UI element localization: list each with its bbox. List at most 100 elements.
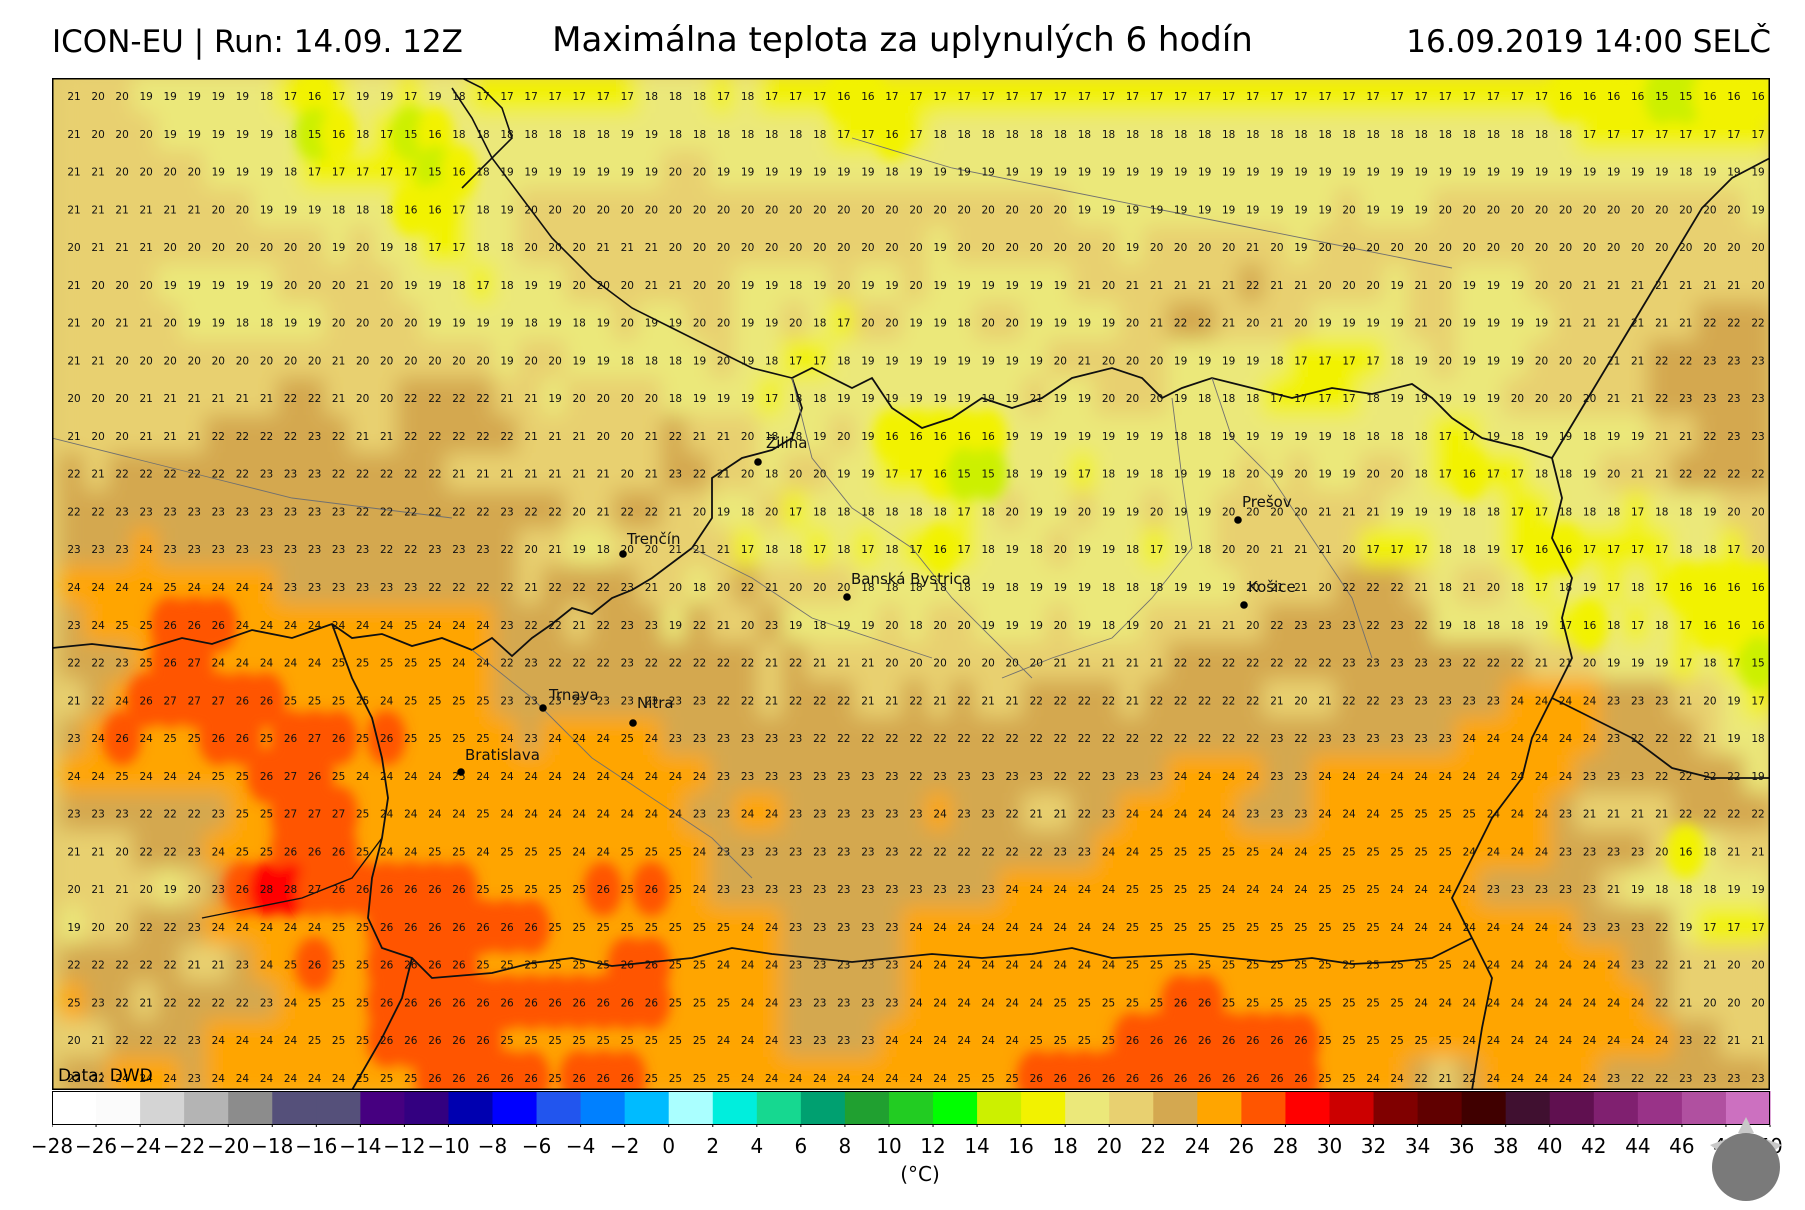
grid-value: 23 (813, 846, 826, 858)
grid-value: 19 (645, 167, 658, 179)
grid-value: 25 (982, 1073, 995, 1085)
grid-value: 23 (813, 960, 826, 972)
grid-value: 21 (212, 960, 225, 972)
grid-value: 22 (524, 507, 537, 519)
grid-value: 17 (1487, 469, 1500, 481)
grid-value: 25 (1415, 846, 1428, 858)
grid-value: 25 (645, 1035, 658, 1047)
grid-value: 22 (1222, 695, 1235, 707)
grid-value: 25 (1174, 884, 1187, 896)
colorbar-cell (1241, 1091, 1287, 1125)
grid-value: 25 (1390, 846, 1403, 858)
grid-value: 19 (765, 318, 778, 330)
grid-value: 24 (573, 846, 587, 858)
grid-value: 19 (1126, 167, 1139, 179)
grid-value: 18 (693, 91, 706, 103)
grid-value: 23 (1342, 620, 1355, 632)
grid-value: 26 (212, 733, 226, 745)
grid-value: 19 (1415, 355, 1428, 367)
grid-value: 24 (1030, 998, 1044, 1010)
grid-value: 24 (717, 960, 731, 972)
grid-value: 22 (1030, 695, 1043, 707)
grid-value: 24 (91, 771, 105, 783)
grid-value: 16 (1727, 582, 1741, 594)
grid-value: 21 (1751, 846, 1764, 858)
grid-value: 22 (885, 733, 898, 745)
model-run-label: ICON-EU | Run: 14.09. 12Z (52, 24, 463, 60)
grid-value: 22 (428, 469, 441, 481)
grid-value: 22 (982, 733, 995, 745)
grid-value: 25 (1366, 998, 1379, 1010)
grid-value: 18 (1511, 582, 1524, 594)
grid-value: 24 (1270, 884, 1284, 896)
grid-value: 20 (115, 431, 128, 443)
grid-value: 20 (885, 318, 898, 330)
grid-value: 20 (573, 242, 586, 254)
grid-value: 23 (284, 469, 297, 481)
grid-value: 25 (1415, 1035, 1428, 1047)
grid-value: 20 (1246, 318, 1259, 330)
grid-value: 22 (789, 695, 802, 707)
grid-value: 25 (1342, 960, 1355, 972)
grid-value: 22 (1078, 695, 1091, 707)
grid-value: 24 (1006, 922, 1020, 934)
grid-value: 23 (717, 809, 730, 821)
grid-value: 17 (909, 129, 922, 141)
grid-value: 25 (1078, 1035, 1091, 1047)
grid-value: 25 (1246, 846, 1259, 858)
grid-value: 24 (1631, 998, 1645, 1010)
grid-value: 19 (1559, 431, 1572, 443)
grid-value: 18 (1511, 431, 1524, 443)
grid-value: 24 (1078, 960, 1092, 972)
grid-value: 22 (957, 733, 970, 745)
grid-value: 19 (1655, 658, 1668, 670)
grid-value: 24 (933, 998, 947, 1010)
grid-value: 18 (1246, 393, 1259, 405)
grid-value: 23 (1655, 695, 1668, 707)
grid-value: 20 (765, 204, 778, 216)
colorbar-cell (1593, 1091, 1639, 1125)
grid-value: 22 (1655, 771, 1668, 783)
grid-value: 22 (500, 431, 513, 443)
grid-value: 22 (1631, 1073, 1644, 1085)
grid-value: 20 (115, 167, 128, 179)
grid-value: 17 (1390, 544, 1403, 556)
grid-value: 24 (236, 582, 250, 594)
grid-value: 23 (1415, 658, 1428, 670)
grid-value: 26 (380, 1035, 394, 1047)
grid-value: 21 (1174, 280, 1187, 292)
grid-value: 25 (1246, 998, 1259, 1010)
grid-value: 18 (1078, 129, 1091, 141)
logo-icon (1710, 1117, 1782, 1201)
grid-value: 18 (957, 582, 970, 594)
grid-value: 24 (645, 809, 659, 821)
grid-value: 20 (188, 355, 201, 367)
grid-value: 26 (645, 884, 659, 896)
grid-value: 21 (380, 431, 393, 443)
grid-value: 20 (741, 242, 754, 254)
grid-value: 23 (982, 809, 995, 821)
grid-value: 17 (1102, 91, 1115, 103)
grid-value: 25 (597, 960, 610, 972)
grid-value: 19 (1366, 204, 1379, 216)
grid-value: 20 (308, 355, 321, 367)
grid-value: 19 (236, 129, 249, 141)
grid-value: 24 (1174, 771, 1188, 783)
grid-value: 25 (957, 1073, 970, 1085)
grid-value: 24 (1559, 1035, 1573, 1047)
grid-value: 18 (1198, 129, 1211, 141)
grid-value: 17 (1318, 91, 1331, 103)
grid-value: 23 (260, 544, 273, 556)
grid-value: 20 (717, 355, 730, 367)
grid-value: 18 (861, 507, 874, 519)
grid-value: 20 (597, 204, 610, 216)
grid-value: 25 (1006, 1073, 1019, 1085)
grid-value: 18 (356, 129, 369, 141)
grid-value: 22 (669, 431, 682, 443)
grid-value: 19 (1342, 318, 1355, 330)
grid-value: 20 (693, 318, 706, 330)
grid-value: 22 (1198, 318, 1211, 330)
grid-value: 25 (669, 846, 682, 858)
grid-value: 21 (1246, 242, 1259, 254)
grid-value: 19 (260, 280, 273, 292)
